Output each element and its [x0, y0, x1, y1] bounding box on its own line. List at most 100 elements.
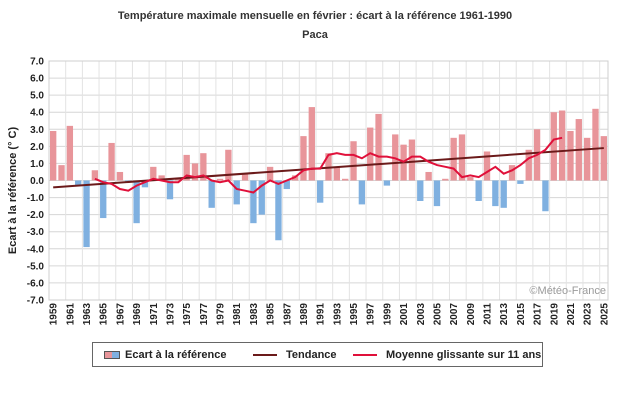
bar: [183, 154, 190, 181]
y-tick-label: -5.0: [27, 261, 45, 272]
y-tick-label: 6.0: [30, 74, 44, 85]
x-tick-label: 2007: [449, 303, 460, 326]
bar: [75, 180, 82, 186]
x-tick-label: 1965: [99, 303, 110, 326]
watermark: ©Météo-France: [529, 285, 606, 297]
y-tick-label: 1.0: [30, 159, 44, 170]
bar: [433, 180, 441, 207]
y-tick-label: -4.0: [27, 244, 45, 255]
x-tick-label: 2025: [599, 303, 610, 326]
bar: [525, 149, 532, 181]
legend-item-moving-avg: Moyenne glissante sur 11 ans: [353, 349, 541, 361]
bar: [517, 180, 524, 184]
bar: [550, 112, 557, 181]
y-tick-label: -6.0: [27, 278, 45, 289]
x-tick-label: 1971: [149, 303, 160, 326]
bar: [342, 178, 349, 181]
bar: [583, 137, 591, 181]
x-tick-label: 1983: [249, 303, 260, 326]
y-tick-label: 5.0: [30, 91, 44, 102]
bar: [417, 180, 424, 201]
legend-item-bars: Ecart à la référence: [104, 349, 227, 361]
x-tick-label: 1997: [366, 303, 377, 326]
moving-average-line: [94, 136, 563, 194]
x-tick-label: 2005: [432, 303, 443, 326]
bar: [58, 165, 65, 181]
bar: [316, 180, 324, 203]
bar: [500, 180, 507, 208]
x-tick-label: 2017: [533, 303, 544, 326]
x-tick-label: 1993: [332, 303, 343, 326]
x-tick-label: 1967: [115, 303, 126, 326]
bar: [83, 180, 90, 248]
bar: [166, 180, 174, 200]
chart-subtitle: Paca: [302, 29, 328, 41]
y-tick-label: -7.0: [27, 296, 45, 307]
bar: [266, 166, 274, 181]
y-tick-label: 0.0: [30, 176, 44, 187]
bar: [150, 166, 157, 181]
bar: [116, 171, 124, 181]
legend-moving-avg-label: Moyenne glissante sur 11 ans: [386, 349, 542, 361]
y-tick-label: 4.0: [30, 108, 44, 119]
x-tick-label: 1981: [232, 303, 243, 326]
x-tick-label: 1991: [316, 303, 327, 326]
y-tick-label: 2.0: [30, 142, 44, 153]
bar: [275, 180, 282, 241]
legend-bars-label: Ecart à la référence: [125, 349, 227, 361]
x-tick-label: 1959: [49, 303, 60, 326]
x-tick-label: 1995: [349, 303, 360, 326]
bar: [66, 125, 74, 181]
bar: [358, 180, 366, 205]
bar: [133, 180, 140, 224]
x-tick-label: 1999: [382, 303, 393, 326]
bar: [208, 180, 215, 208]
bar: [175, 178, 182, 181]
x-tick-label: 2011: [483, 303, 494, 325]
bar: [308, 107, 315, 181]
bar: [108, 142, 115, 181]
bar: [258, 180, 265, 215]
x-tick-label: 2023: [583, 303, 594, 326]
x-tick-label: 1977: [199, 303, 210, 326]
bar: [483, 151, 491, 181]
bar: [600, 136, 607, 181]
x-tick-label: 1975: [182, 303, 193, 326]
bar: [542, 180, 549, 212]
bar: [425, 171, 432, 181]
x-tick-label: 1985: [266, 303, 277, 326]
chart-legend: Ecart à la référence Tendance Moyenne gl…: [92, 342, 543, 367]
y-tick-label: -3.0: [27, 227, 45, 238]
x-tick-label: 2021: [566, 303, 577, 326]
bar: [508, 165, 516, 181]
x-tick-label: 2015: [516, 303, 527, 326]
x-tick-label: 2003: [416, 303, 427, 326]
legend-moving-avg-swatch: [353, 354, 377, 356]
x-tick-label: 2001: [399, 303, 410, 326]
bar: [241, 173, 249, 181]
plot-frame: [48, 60, 609, 301]
bar: [283, 180, 290, 190]
bar: [350, 141, 357, 181]
bar: [475, 180, 482, 201]
x-tick-label: 2009: [466, 303, 477, 326]
bar: [91, 170, 99, 181]
legend-trend-swatch: [253, 354, 277, 356]
bar: [100, 180, 107, 219]
bar: [592, 108, 599, 181]
bar: [467, 177, 474, 181]
x-tick-label: 1963: [82, 303, 93, 326]
x-tick-label: 2019: [549, 303, 560, 326]
trend-line: [53, 147, 604, 189]
bar: [408, 139, 416, 181]
y-tick-label: 7.0: [30, 57, 44, 68]
legend-trend-label: Tendance: [286, 349, 337, 361]
y-tick-label: -1.0: [27, 193, 45, 204]
bar: [558, 110, 566, 181]
y-tick-label: 3.0: [30, 125, 44, 136]
bar: [233, 180, 240, 205]
x-tick-label: 1989: [299, 303, 310, 326]
x-tick-label: 1969: [132, 303, 143, 326]
bar: [200, 153, 207, 181]
